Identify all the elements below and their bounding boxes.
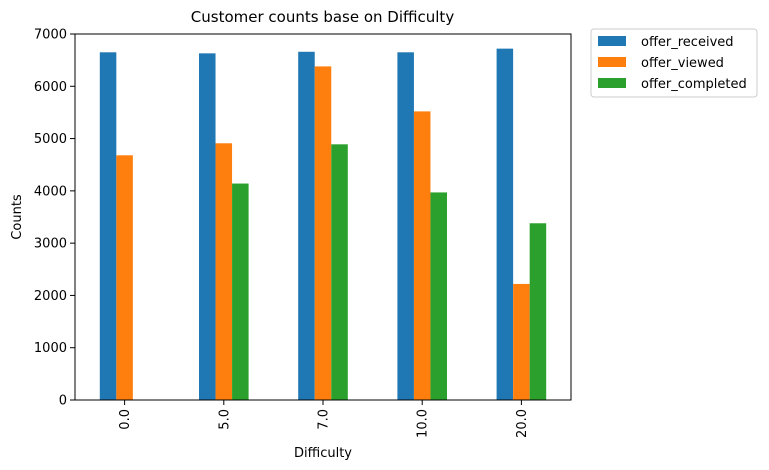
bar-offer-completed-7-0 [331, 144, 348, 400]
bar-offer-completed-10-0 [430, 192, 447, 400]
y-tick-label: 4000 [34, 184, 67, 199]
chart-title: Customer counts base on Difficulty [191, 8, 455, 26]
x-tick-label: 5.0 [217, 409, 232, 430]
legend-swatch-offer-completed [598, 78, 626, 88]
y-axis-label: Counts [10, 194, 25, 240]
y-tick-label: 2000 [34, 289, 67, 304]
bar-offer-viewed-10-0 [413, 111, 431, 400]
legend-frame [590, 28, 758, 98]
bar-offer-received-20-0 [496, 48, 514, 400]
bar-offer-viewed-0-0 [116, 155, 133, 400]
bar-offer-received-0-0 [99, 52, 117, 401]
y-tick-label: 1000 [34, 341, 67, 356]
x-tick-label: 0.0 [118, 409, 133, 430]
bar-offer-viewed-5-0 [215, 143, 233, 400]
bar-offer-viewed-20-0 [513, 283, 530, 400]
bar-offer-received-7-0 [298, 51, 315, 400]
y-tick-label: 6000 [34, 80, 67, 95]
plot-area [99, 48, 547, 401]
legend-swatch-offer-viewed [598, 57, 626, 67]
x-tick-label: 10.0 [416, 409, 431, 438]
y-tick-label: 7000 [34, 28, 67, 43]
x-axis: 0.0 5.0 7.0 10.0 20.0 [118, 400, 530, 438]
bar-offer-received-10-0 [397, 52, 414, 401]
legend-swatch-offer-received [598, 36, 626, 46]
legend: offer_received offer_viewed offer_complete… [590, 28, 758, 98]
y-tick-label: 0 [59, 394, 67, 409]
y-axis: 0 1000 2000 3000 4000 5000 6000 7000 [34, 28, 75, 409]
bar-offer-received-5-0 [199, 53, 216, 400]
x-axis-label: Difficulty [294, 446, 352, 461]
legend-label-offer-viewed: offer_viewed [641, 56, 724, 71]
legend-label-offer-received: offer_received [641, 35, 734, 50]
y-tick-label: 3000 [34, 237, 67, 252]
x-tick-label: 7.0 [317, 409, 332, 430]
bar-offer-completed-20-0 [529, 223, 547, 400]
bar-offer-viewed-7-0 [314, 66, 332, 401]
x-tick-label: 20.0 [515, 409, 530, 438]
y-tick-label: 5000 [34, 132, 67, 147]
bar-offer-completed-5-0 [232, 183, 249, 400]
legend-label-offer-completed: offer_completed [641, 77, 747, 92]
